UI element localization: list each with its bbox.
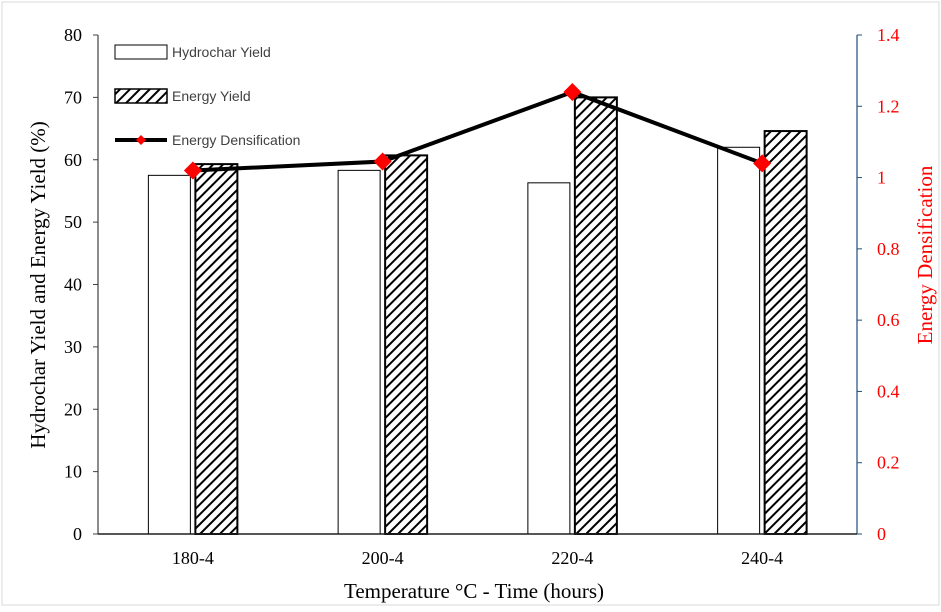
y-axis-title-right: Energy Densification [913,165,937,344]
y-tick-label-right: 0.8 [877,239,900,259]
x-tick-label: 220-4 [551,548,593,568]
energy-yield-bar [384,154,429,535]
y-axis-title-left: Hydrochar Yield and Energy Yield (%) [26,121,50,449]
hydrochar-yield-bar [337,169,381,535]
energy-densification-point [563,83,582,102]
y-tick-label-left: 60 [64,150,82,170]
energy-densification-point [753,154,772,173]
energy-yield-bar [763,130,808,535]
energy-densification-point [373,152,392,171]
plot-layer: 0 10 20 30 40 50 60 70 80 0 0.2 0.4 0.6 0.8 1 1.2 1.4 180… [64,25,900,568]
hydrochar-yield-bar [717,146,761,535]
y-tick-label-right: 0 [877,524,886,544]
y-tick-label-left: 70 [64,87,82,107]
x-axis-title: Temperature °C - Time (hours) [344,579,604,603]
energy-yield-bar [194,163,239,536]
hydrochar-yield-bar [527,182,571,535]
y-tick-label-right: 1 [877,168,886,188]
y-tick-label-right: 0.2 [877,453,900,473]
legend-label: Energy Yield [172,88,251,104]
hydrochar-yield-bar [147,174,191,535]
legend-swatch-energy-densification-marker [136,135,146,145]
energy-yield-bar [573,96,618,535]
y-tick-label-left: 50 [64,212,82,232]
legend-label: Hydrochar Yield [172,44,271,60]
y-tick-label-right: 0.4 [877,381,900,401]
legend-swatch-energy-yield [114,88,168,104]
legend-label: Energy Densification [172,132,300,148]
y-tick-label-left: 80 [64,25,82,45]
energy-densification-line [192,90,763,173]
energy-densification-point [183,161,202,180]
x-tick-label: 200-4 [362,548,404,568]
y-tick-label-right: 0.6 [877,310,900,330]
y-tick-label-left: 20 [64,399,82,419]
y-tick-label-left: 10 [64,462,82,482]
y-tick-label-right: 1.4 [877,25,900,45]
y-tick-label-left: 30 [64,337,82,357]
y-tick-label-left: 0 [73,524,82,544]
x-tick-label: 180-4 [172,548,214,568]
legend: Hydrochar Yield Energy Yield Energy Densif… [114,44,300,148]
y-tick-label-right: 1.2 [877,96,900,116]
y-tick-label-left: 40 [64,275,82,295]
legend-swatch-hydrochar-yield [114,44,168,60]
x-tick-label: 240-4 [741,548,783,568]
